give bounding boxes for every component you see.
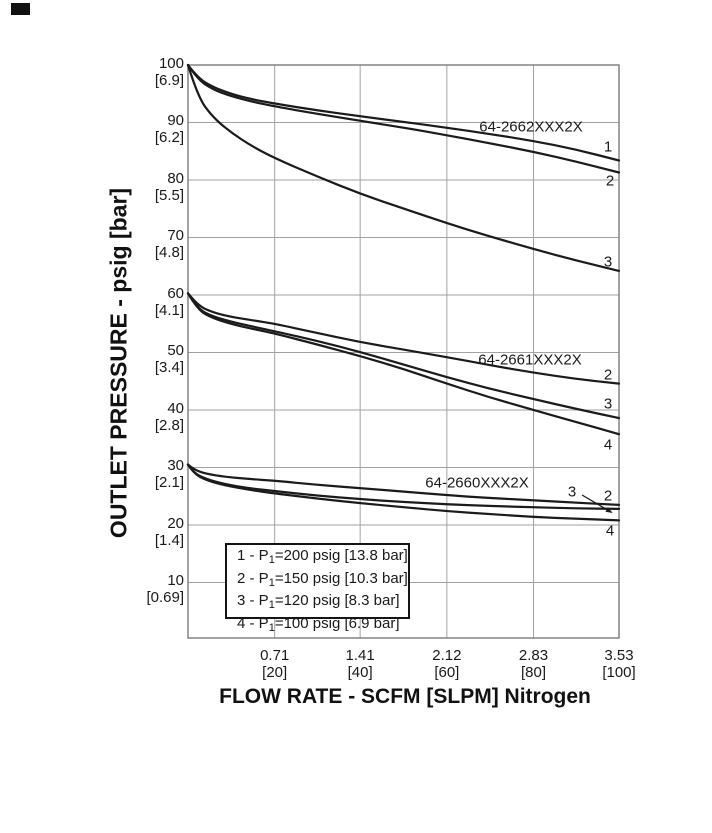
legend-item-text: =120 psig [8.3 bar] <box>274 592 400 609</box>
x-tick-slpm: [80] <box>521 664 547 681</box>
y-tick-label: 50 [3.4] <box>60 342 184 376</box>
curve-64-2662XXX2X-p1 <box>186 63 621 162</box>
scan-corner-mark <box>11 3 30 15</box>
legend-item-4: 4 - P1=100 psig [6.9 bar] <box>237 615 408 638</box>
y-tick-psig: 60 <box>167 284 184 302</box>
y-tick-bar: [5.5] <box>154 186 184 204</box>
y-tick-label: 10 [0.69] <box>60 572 184 606</box>
legend-item-text: 1 <box>268 576 275 589</box>
x-tick-slpm: [100] <box>602 664 636 681</box>
legend-item-text: 1 <box>268 621 275 634</box>
y-tick-label: 90 [6.2] <box>60 112 184 146</box>
y-tick-bar: [0.69] <box>146 589 184 606</box>
curve-64-2661XXX2X-p2 <box>186 292 621 385</box>
callout-arrow-head <box>605 507 613 513</box>
curve-64-2662XXX2X-p3 <box>186 63 621 272</box>
curve-number-label-64-2662XXX2X-p3: 3 <box>603 253 613 271</box>
y-axis-title: OUTLET PRESSURE - psig [bar] <box>105 187 132 539</box>
curve-number-label-64-2661XXX2X-p3: 3 <box>603 395 613 413</box>
curve-number-label-64-2660XXX2X-p2: 2 <box>603 487 613 505</box>
legend-item-3: 3 - P1=120 psig [8.3 bar] <box>237 592 408 615</box>
y-tick-psig: 80 <box>167 169 184 187</box>
y-tick-label: 30 [2.1] <box>60 457 184 491</box>
x-tick-scfm: 2.12 <box>432 647 462 664</box>
y-tick-psig: 10 <box>167 572 184 589</box>
y-tick-bar: [2.1] <box>154 474 184 491</box>
y-tick-psig: 40 <box>167 399 184 417</box>
curve-64-2660XXX2X-p3 <box>186 463 621 510</box>
series-label-64-2660XXX2X: 64-2660XXX2X <box>425 474 529 492</box>
x-tick-slpm: [60] <box>434 664 460 681</box>
x-tick-label: 2.83 [80] <box>489 647 579 681</box>
y-tick-label: 60 [4.1] <box>60 285 184 319</box>
plot-border <box>187 64 620 639</box>
x-tick-label: 2.12 [60] <box>402 647 492 681</box>
curve-number-label-64-2662XXX2X-p2: 2 <box>605 172 615 190</box>
x-axis-title: FLOW RATE - SCFM [SLPM] Nitrogen <box>219 685 591 708</box>
y-tick-psig: 20 <box>167 514 184 532</box>
legend-item-2: 2 - P1=150 psig [10.3 bar] <box>237 570 408 593</box>
series-label-64-2661XXX2X: 64-2661XXX2X <box>478 351 582 369</box>
legend-item-text: 3 - P <box>237 592 269 609</box>
curve-64-2662XXX2X-p2 <box>186 63 621 174</box>
legend-item-text: 1 - P <box>237 547 269 564</box>
x-tick-label: 0.71 [20] <box>230 647 320 681</box>
y-tick-psig: 30 <box>167 457 184 474</box>
legend-item-text: =150 psig [10.3 bar] <box>274 569 408 587</box>
y-tick-label: 100 [6.9] <box>60 55 184 89</box>
x-tick-scfm: 0.71 <box>260 647 290 664</box>
legend-item-text: =200 psig [13.8 bar] <box>274 547 408 564</box>
x-tick-slpm: [40] <box>347 664 373 681</box>
legend-item-1: 1 - P1=200 psig [13.8 bar] <box>237 547 408 570</box>
legend-item-text: 1 <box>268 554 275 566</box>
x-tick-label: 3.53 [100] <box>574 647 664 681</box>
curve-64-2660XXX2X-p2 <box>186 463 621 506</box>
callout-arrow-line <box>581 494 612 513</box>
x-tick-scfm: 1.41 <box>345 647 375 664</box>
series-label-64-2662XXX2X: 64-2662XXX2X <box>479 118 583 136</box>
y-tick-psig: 70 <box>167 227 184 244</box>
curve-number-label-64-2661XXX2X-p2: 2 <box>603 366 613 384</box>
y-tick-psig: 50 <box>167 342 184 359</box>
legend-item-text: 4 - P <box>237 614 269 632</box>
x-tick-label: 1.41 [40] <box>315 647 405 681</box>
legend-item-text: 2 - P <box>237 569 269 587</box>
legend-box: 1 - P1=200 psig [13.8 bar] 2 - P1=150 psi… <box>225 543 410 634</box>
curve-64-2660XXX2X-p4 <box>186 463 621 522</box>
y-tick-label: 20 [1.4] <box>60 515 184 549</box>
y-tick-label: 70 [4.8] <box>60 227 184 261</box>
legend-item-text: 1 <box>268 599 275 611</box>
y-tick-bar: [2.8] <box>154 416 184 434</box>
curve-number-label-64-2660XXX2X-p3: 3 <box>567 483 577 501</box>
curve-64-2661XXX2X-p4 <box>186 292 621 436</box>
curve-number-label-64-2662XXX2X-p1: 1 <box>603 138 613 156</box>
y-tick-bar: [6.9] <box>154 71 184 89</box>
y-tick-bar: [4.1] <box>154 301 184 319</box>
y-tick-bar: [1.4] <box>154 531 184 549</box>
y-tick-bar: [3.4] <box>154 359 184 376</box>
curve-number-label-64-2660XXX2X-p4: 4 <box>605 522 615 540</box>
x-tick-scfm: 2.83 <box>518 647 549 664</box>
y-tick-bar: [4.8] <box>154 244 184 261</box>
legend-item-text: =100 psig [6.9 bar] <box>274 614 400 632</box>
y-tick-bar: [6.2] <box>154 129 184 146</box>
x-tick-scfm: 3.53 <box>604 647 634 664</box>
y-tick-psig: 90 <box>167 112 184 129</box>
curve-number-label-64-2661XXX2X-p4: 4 <box>603 436 613 454</box>
y-tick-label: 40 [2.8] <box>60 400 184 434</box>
y-tick-psig: 100 <box>158 54 184 72</box>
x-tick-slpm: [20] <box>262 664 288 681</box>
y-tick-label: 80 [5.5] <box>60 170 184 204</box>
curve-64-2661XXX2X-p3 <box>186 292 621 420</box>
